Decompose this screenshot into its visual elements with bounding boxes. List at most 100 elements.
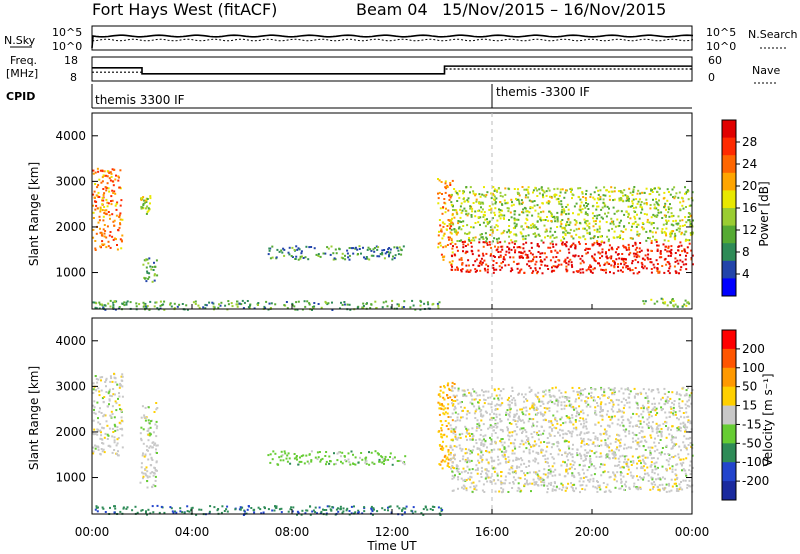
heatmap-cell xyxy=(112,184,115,187)
heatmap-cell xyxy=(599,411,602,414)
heatmap-cell xyxy=(474,194,477,197)
heatmap-cell xyxy=(630,446,633,449)
heatmap-cell xyxy=(505,413,507,416)
heatmap-cell xyxy=(465,186,468,188)
heatmap-cell xyxy=(308,303,311,306)
heatmap-cell xyxy=(556,410,559,413)
heatmap-cell xyxy=(624,246,627,249)
heatmap-cell xyxy=(536,412,539,415)
heatmap-cell xyxy=(466,388,469,391)
heatmap-cell xyxy=(297,300,300,303)
heatmap-cell xyxy=(498,490,501,493)
heatmap-cell xyxy=(471,490,474,493)
heatmap-cell xyxy=(587,208,590,210)
time-tick-label: 20:00 xyxy=(575,525,610,539)
heatmap-cell xyxy=(645,267,648,270)
heatmap-cell xyxy=(119,222,121,224)
heatmap-cell xyxy=(147,209,150,212)
heatmap-cell xyxy=(454,411,457,414)
heatmap-cell xyxy=(556,226,559,228)
heatmap-cell xyxy=(103,235,106,238)
heatmap-cell xyxy=(610,399,613,402)
heatmap-cell xyxy=(523,484,526,487)
heatmap-cell xyxy=(641,416,644,419)
heatmap-cell xyxy=(670,248,673,251)
heatmap-cell xyxy=(352,462,354,465)
heatmap-cell xyxy=(457,402,460,405)
heatmap-cell xyxy=(106,405,109,408)
heatmap-cell xyxy=(555,256,558,258)
heatmap-cell xyxy=(478,399,481,402)
heatmap-cell xyxy=(540,449,542,452)
heatmap-cell xyxy=(689,222,692,225)
heatmap-cell xyxy=(669,235,672,238)
heatmap-cell xyxy=(647,237,649,239)
heatmap-cell xyxy=(103,170,106,173)
heatmap-cell xyxy=(673,265,676,268)
heatmap-cell xyxy=(546,491,549,494)
heatmap-cell xyxy=(511,386,514,389)
heatmap-cell xyxy=(520,439,523,442)
heatmap-cell xyxy=(163,511,166,514)
heatmap-cell xyxy=(653,227,655,229)
heatmap-cell xyxy=(671,470,674,473)
heatmap-cell xyxy=(492,240,494,243)
heatmap-cell xyxy=(149,472,152,475)
heatmap-cell xyxy=(543,407,546,409)
heatmap-cell xyxy=(443,386,446,389)
heatmap-cell xyxy=(653,203,656,206)
heatmap-cell xyxy=(526,219,529,221)
heatmap-cell xyxy=(660,428,663,430)
heatmap-cell xyxy=(146,475,149,478)
heatmap-cell xyxy=(663,453,666,456)
heatmap-cell xyxy=(465,250,468,253)
heatmap-cell xyxy=(522,238,525,241)
heatmap-cell xyxy=(485,411,488,414)
heatmap-cell xyxy=(585,199,588,202)
heatmap-cell xyxy=(331,506,334,508)
heatmap-cell xyxy=(454,243,457,246)
heatmap-cell xyxy=(146,205,149,208)
heatmap-cell xyxy=(479,410,482,413)
heatmap-cell xyxy=(652,263,655,266)
heatmap-cell xyxy=(655,259,658,262)
heatmap-cell xyxy=(657,186,660,189)
heatmap-cell xyxy=(557,442,560,445)
heatmap-cell xyxy=(484,241,487,244)
heatmap-cell xyxy=(446,407,449,410)
heatmap-cell xyxy=(121,218,124,221)
heatmap-cell xyxy=(471,449,474,452)
heatmap-cell xyxy=(462,243,465,246)
heatmap-cell xyxy=(488,220,491,223)
heatmap-cell xyxy=(473,239,476,242)
heatmap-cell xyxy=(504,457,507,460)
heatmap-cell xyxy=(455,466,458,468)
heatmap-cell xyxy=(96,510,99,513)
heatmap-cell xyxy=(589,478,592,481)
heatmap-cell xyxy=(508,459,511,462)
heatmap-cell xyxy=(519,231,522,234)
heatmap-cell xyxy=(304,256,307,259)
heatmap-cell xyxy=(440,228,443,231)
heatmap-cell xyxy=(585,247,588,250)
heatmap-cell xyxy=(440,407,443,410)
heatmap-cell xyxy=(477,254,480,257)
heatmap-cell xyxy=(642,465,645,468)
heatmap-cell xyxy=(169,506,172,509)
heatmap-cell xyxy=(673,400,676,402)
heatmap-cell xyxy=(376,510,379,513)
heatmap-cell xyxy=(691,466,694,469)
heatmap-cell xyxy=(286,307,289,310)
heatmap-cell xyxy=(104,432,107,435)
heatmap-cell xyxy=(550,395,553,398)
heatmap-cell xyxy=(609,442,612,445)
heatmap-cell xyxy=(506,426,509,429)
heatmap-cell xyxy=(443,201,446,204)
heatmap-cell xyxy=(508,251,511,254)
heatmap-cell xyxy=(551,465,554,468)
heatmap-cell xyxy=(677,222,680,225)
heatmap-cell xyxy=(141,454,144,457)
heatmap-cell xyxy=(534,269,537,272)
heatmap-cell xyxy=(93,406,96,409)
